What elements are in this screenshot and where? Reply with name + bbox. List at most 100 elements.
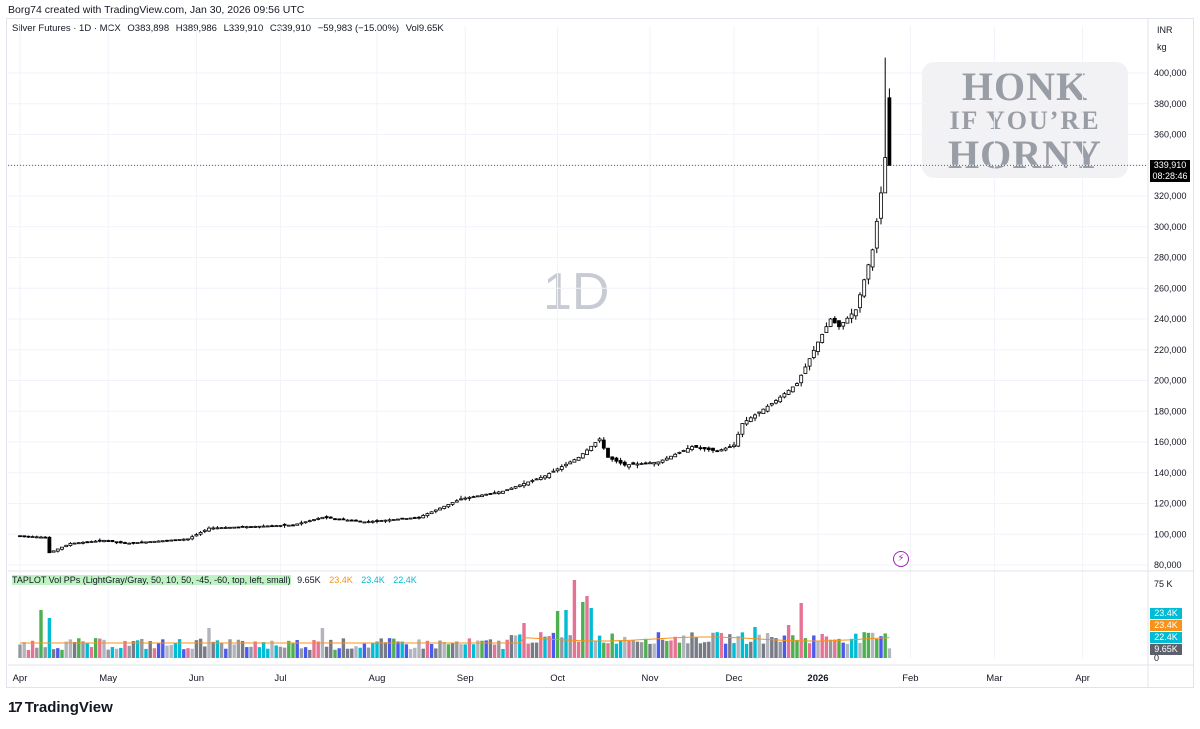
volume-tick-label: 75 K: [1154, 579, 1173, 589]
y-tick-label: 380,000: [1154, 99, 1187, 109]
candle-body: [656, 461, 661, 465]
candle-body: [375, 520, 379, 522]
volume-bar: [278, 646, 283, 658]
candle-body: [454, 500, 459, 503]
volume-bar: [421, 648, 425, 658]
candle-body: [144, 541, 148, 544]
candle-body: [593, 442, 598, 447]
volume-average-line: [20, 636, 890, 644]
volume-bar: [282, 647, 287, 658]
candle-body: [639, 463, 644, 465]
volume-indicator-legend[interactable]: TAPLOT Vol PPs (LightGray/Gray, 50, 10, …: [12, 575, 417, 585]
candle-body: [337, 518, 342, 521]
candle-body: [828, 318, 833, 327]
tradingview-logo: 17 TradingView: [8, 699, 113, 716]
candle-body: [30, 536, 35, 538]
candle-body: [232, 526, 237, 529]
volume-badge-3: 22.4K: [1150, 632, 1182, 643]
x-tick-label: May: [99, 673, 117, 684]
candle-body: [517, 484, 522, 487]
volume-bar: [144, 648, 148, 658]
volume-bar: [648, 643, 652, 658]
volume-bar: [35, 647, 39, 658]
volume-bar: [98, 638, 102, 658]
candle-body: [194, 534, 199, 537]
volume-bar: [786, 625, 791, 658]
volume-bar: [18, 644, 22, 658]
volume-bar: [303, 647, 308, 658]
volume-bar: [182, 649, 186, 658]
volume-bar: [534, 642, 539, 658]
candle-body: [879, 192, 883, 219]
candle-body: [769, 402, 774, 406]
volume-bar: [606, 643, 610, 658]
candle-body: [543, 475, 547, 479]
candle-body: [68, 543, 73, 546]
volume-bar: [677, 642, 682, 658]
volume-bar: [308, 649, 312, 658]
volume-bar: [287, 640, 291, 658]
candle-body: [480, 494, 484, 498]
volume-bar: [522, 623, 526, 658]
volume-bar: [316, 641, 320, 658]
volume-badge-1: 23.4K: [1150, 608, 1182, 619]
y-tick-label: 80,000: [1154, 560, 1182, 570]
volume-bar: [757, 634, 761, 658]
volume-bar: [480, 640, 484, 658]
candle-body: [765, 405, 770, 412]
candle-body: [160, 540, 165, 543]
volume-bar: [39, 610, 43, 658]
candle-body: [778, 396, 783, 403]
volume-bar: [177, 639, 182, 658]
candle-body: [816, 341, 820, 352]
candle-body: [341, 518, 346, 521]
candle-body: [349, 519, 354, 522]
volume-bar: [849, 638, 854, 658]
volume-bar: [795, 639, 799, 658]
candle-body: [240, 525, 245, 528]
volume-bar: [245, 647, 249, 658]
candle-body: [513, 486, 518, 489]
volume-bar: [232, 644, 236, 658]
candle-body: [505, 489, 510, 492]
volume-bar: [505, 639, 509, 658]
candle-body: [719, 449, 724, 452]
candle-body: [307, 520, 312, 523]
volume-bar: [471, 644, 476, 658]
candle-body: [509, 487, 514, 490]
candle-body: [215, 527, 220, 530]
candle-body: [408, 517, 413, 520]
candle-body: [534, 478, 539, 481]
volume-bar: [190, 648, 194, 658]
volume-bar: [89, 646, 94, 658]
candle-body: [429, 511, 434, 515]
symbol-name[interactable]: Silver Futures · 1D · MCX: [12, 23, 121, 34]
volume-bar: [408, 649, 413, 658]
last-price: 339,910: [1153, 160, 1187, 170]
candle-body: [450, 502, 455, 505]
volume-bar: [64, 641, 68, 658]
volume-bar: [820, 633, 824, 658]
candle-body: [89, 541, 94, 543]
volume-bar: [539, 632, 543, 658]
volume-indicator-label[interactable]: TAPLOT Vol PPs (LightGray/Gray, 50, 10, …: [12, 575, 291, 585]
candle-body: [55, 548, 60, 552]
candle-body: [421, 515, 426, 519]
volume-bar: [215, 640, 220, 658]
candle-body: [664, 457, 669, 461]
candle-body: [207, 527, 211, 532]
candle-body: [622, 461, 627, 466]
volume-bar: [560, 637, 564, 658]
candle-body: [795, 383, 799, 387]
volume-bar: [833, 639, 837, 658]
volume-bar: [425, 640, 430, 658]
candle-body: [102, 540, 106, 543]
volume-bar: [350, 648, 354, 658]
lightning-icon[interactable]: ⚡: [893, 551, 909, 567]
candle-body: [110, 540, 115, 543]
candle-body: [123, 542, 127, 544]
candle-body: [190, 536, 195, 540]
volume-bar: [631, 640, 635, 658]
volume-bar: [660, 639, 665, 658]
